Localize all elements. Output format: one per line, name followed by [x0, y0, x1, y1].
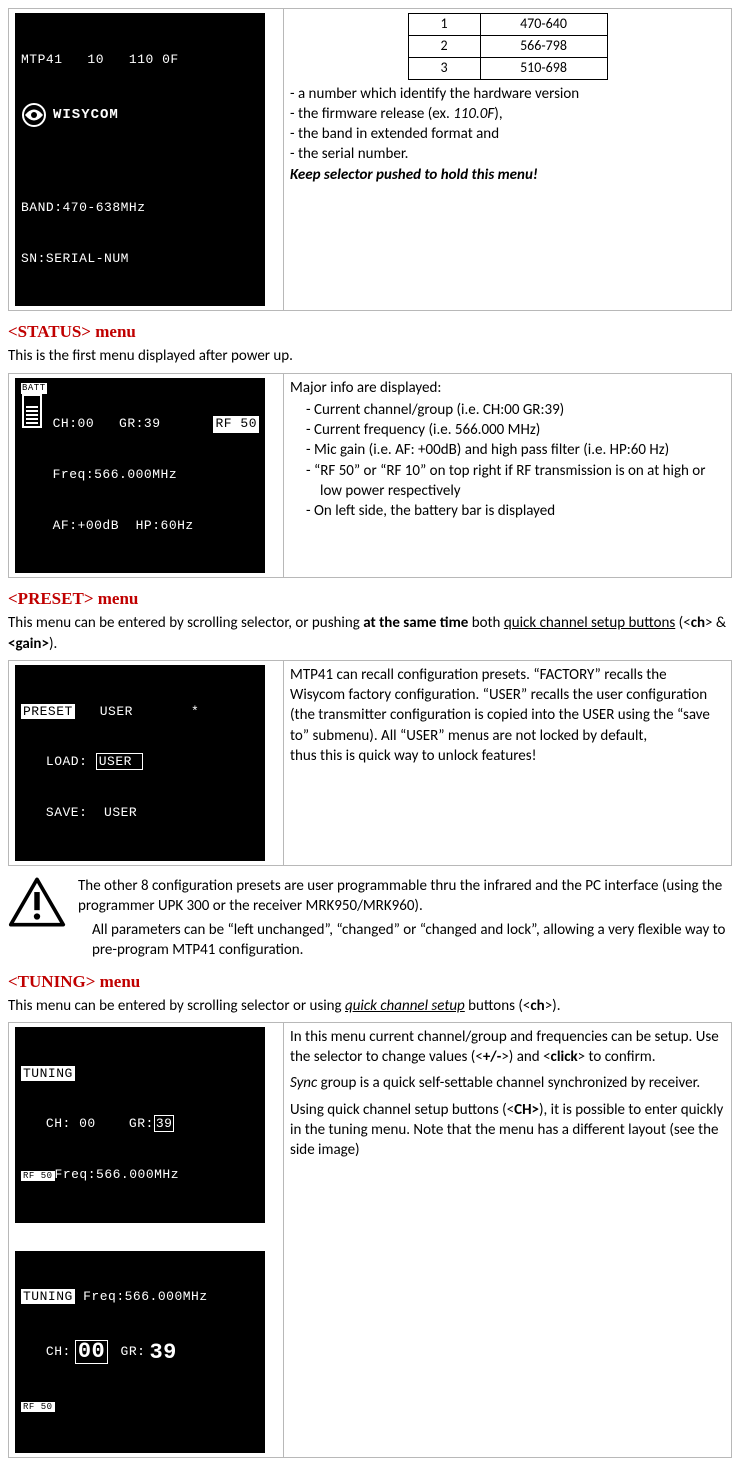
tuning-p3: Using quick channel setup buttons (<CH>)…	[290, 1100, 725, 1161]
preset-lcd-cell: PRESET USER * LOAD: USER SAVE: USER	[9, 660, 284, 865]
preset-intro: This menu can be entered by scrolling se…	[8, 613, 732, 654]
preset-table: PRESET USER * LOAD: USER SAVE: USER MTP4…	[8, 660, 732, 866]
warning-icon	[8, 876, 68, 934]
intro-lcd: MTP41 10 110 0F WISYCOM BAND:470-638MHz …	[15, 13, 265, 306]
status-l3: AF:+00dB HP:60Hz	[53, 518, 259, 535]
tuning-intro: This menu can be entered by scrolling se…	[8, 996, 732, 1016]
status-l1: CH:00 GR:39	[53, 416, 161, 433]
status-item: “RF 50” or “RF 10” on top right if RF tr…	[320, 461, 725, 502]
preset-title: <PRESET> menu	[8, 588, 732, 611]
tuning-table: TUNING CH: 00 GR:39 RF 50Freq:566.000MHz…	[8, 1022, 732, 1459]
tuning-lcd1: TUNING CH: 00 GR:39 RF 50Freq:566.000MHz	[15, 1027, 265, 1223]
preset-desc-cell: MTP41 can recall configuration presets. …	[284, 660, 732, 865]
status-title: <STATUS> menu	[8, 321, 732, 344]
tuning-lcd2: TUNING Freq:566.000MHz CH: 00 GR: 39 RF …	[15, 1251, 265, 1454]
range-num: 3	[408, 57, 480, 79]
range-val: 510-698	[480, 57, 607, 79]
tuning-lcd-cell: TUNING CH: 00 GR:39 RF 50Freq:566.000MHz…	[9, 1022, 284, 1458]
tuning-p2: Sync group is a quick self-settable chan…	[290, 1073, 725, 1093]
range-table: 1470-6402566-7983510-698	[408, 13, 608, 80]
preset-note: The other 8 configuration presets are us…	[8, 876, 732, 961]
intro-desc-cell: 1470-6402566-7983510-698 - a number whic…	[284, 9, 732, 311]
status-lead: Major info are displayed:	[290, 378, 725, 398]
battery-icon	[22, 394, 42, 428]
range-num: 2	[408, 35, 480, 57]
intro-line: - the firmware release (ex. 110.0F),	[290, 104, 725, 124]
preset-desc: MTP41 can recall configuration presets. …	[290, 665, 725, 746]
preset-lcd: PRESET USER * LOAD: USER SAVE: USER	[15, 665, 265, 861]
status-item: On left side, the battery bar is display…	[320, 501, 725, 521]
lcd-sn: SN:SERIAL-NUM	[21, 251, 259, 268]
status-lcd: BATT CH:00 GR:39 RF 50 Freq:566.000MHz A…	[15, 378, 265, 574]
intro-table: MTP41 10 110 0F WISYCOM BAND:470-638MHz …	[8, 8, 732, 311]
tuning-title: <TUNING> menu	[8, 971, 732, 994]
intro-line: - a number which identify the hardware v…	[290, 84, 725, 104]
lcd-line1: MTP41 10 110 0F	[21, 52, 259, 69]
rf-badge: RF 50	[213, 416, 259, 433]
tuning-desc-cell: In this menu current channel/group and f…	[284, 1022, 732, 1458]
status-desc-cell: Major info are displayed: Current channe…	[284, 373, 732, 578]
preset-note1: The other 8 configuration presets are us…	[78, 876, 732, 917]
lcd-band: BAND:470-638MHz	[21, 200, 259, 217]
status-item: Mic gain (i.e. AF: +00dB) and high pass …	[320, 440, 725, 460]
status-lcd-cell: BATT CH:00 GR:39 RF 50 Freq:566.000MHz A…	[9, 373, 284, 578]
status-caption: This is the first menu displayed after p…	[8, 346, 732, 366]
range-val: 566-798	[480, 35, 607, 57]
intro-lines: - a number which identify the hardware v…	[290, 84, 725, 165]
status-l2: Freq:566.000MHz	[53, 467, 259, 484]
status-item: Current frequency (i.e. 566.000 MHz)	[320, 420, 725, 440]
intro-line: - the band in extended format and	[290, 124, 725, 144]
wisycom-logo: WISYCOM	[21, 102, 259, 128]
status-table: BATT CH:00 GR:39 RF 50 Freq:566.000MHz A…	[8, 373, 732, 579]
logo-text: WISYCOM	[53, 106, 119, 124]
preset-note2: All parameters can be “left unchanged”, …	[78, 920, 732, 961]
range-num: 1	[408, 14, 480, 36]
intro-line: - the serial number.	[290, 144, 725, 164]
logo-icon	[21, 102, 47, 128]
preset-desc2: thus this is quick way to unlock feature…	[290, 746, 725, 766]
status-items: Current channel/group (i.e. CH:00 GR:39)…	[290, 400, 725, 522]
tuning-p1: In this menu current channel/group and f…	[290, 1027, 725, 1068]
intro-lcd-cell: MTP41 10 110 0F WISYCOM BAND:470-638MHz …	[9, 9, 284, 311]
intro-keep: Keep selector pushed to hold this menu!	[290, 165, 725, 185]
status-item: Current channel/group (i.e. CH:00 GR:39)	[320, 400, 725, 420]
range-val: 470-640	[480, 14, 607, 36]
